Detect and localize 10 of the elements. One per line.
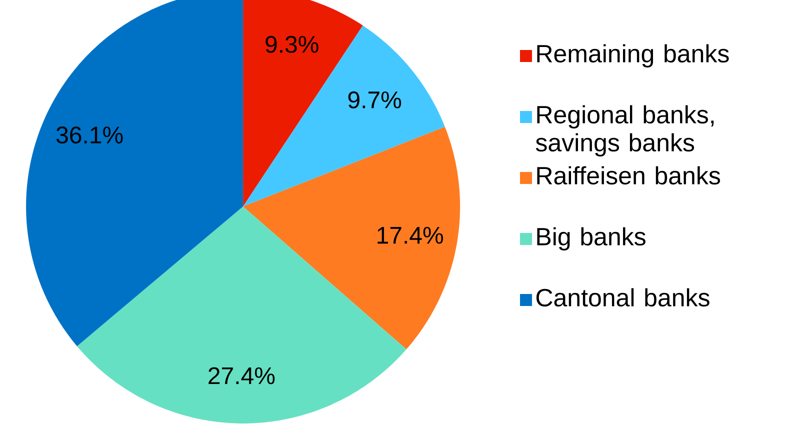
legend-label: Regional banks, savings banks xyxy=(536,105,714,156)
legend-label: Remaining banks xyxy=(537,44,729,68)
legend-label: Big banks xyxy=(537,227,646,250)
legend-label: Raiffeisen banks xyxy=(537,166,720,185)
data-label: 36.1% xyxy=(56,126,123,144)
legend-label: Cantonal banks xyxy=(536,288,710,307)
data-label: 9.3% xyxy=(266,36,318,53)
data-label: 27.4% xyxy=(208,367,275,384)
data-label: 17.4% xyxy=(378,226,443,244)
data-label: 9.7% xyxy=(348,91,402,108)
